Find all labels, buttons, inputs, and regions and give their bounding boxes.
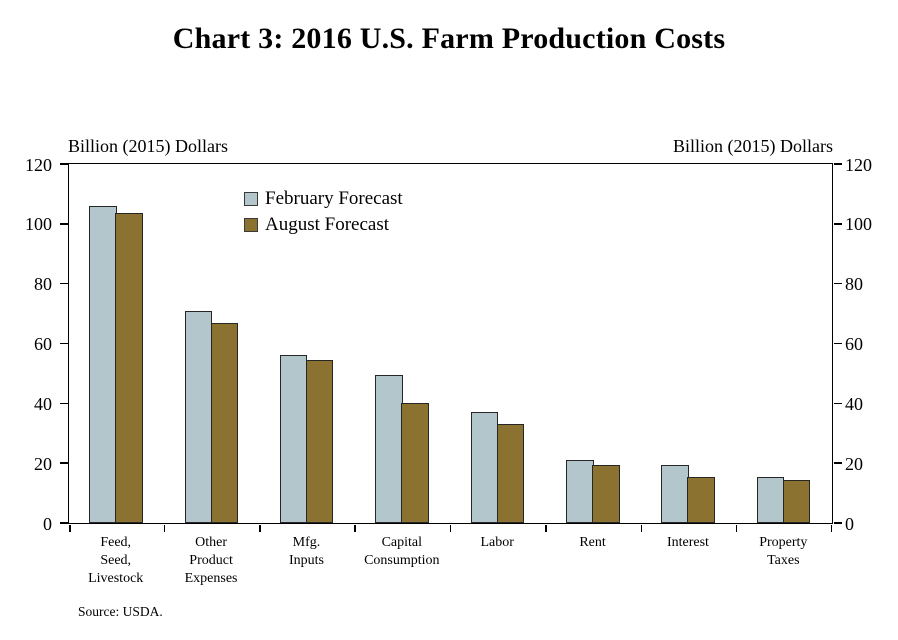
bar-august-forecast-2 (305, 359, 334, 523)
x-category-label-7: Property Taxes (759, 535, 808, 568)
bar-february-forecast-0 (89, 205, 117, 523)
x-category-label-0: Feed, Seed, Livestock (88, 535, 144, 586)
y-tick-right-40 (833, 402, 842, 405)
y-tick-label-left-80: 80 (34, 274, 52, 295)
y-tick-left-60 (59, 342, 68, 345)
y-tick-left-100 (59, 223, 68, 225)
x-tick-8 (830, 525, 832, 532)
y-tick-label-right-0: 0 (845, 513, 854, 534)
y-tick-left-20 (59, 462, 68, 464)
legend-swatch-february-forecast (244, 192, 258, 206)
x-tick-3 (354, 525, 356, 532)
y-tick-label-left-40: 40 (34, 393, 52, 414)
x-tick-7 (735, 525, 738, 532)
x-category-label-5: Rent (579, 535, 606, 550)
source-note: Source: USDA. (78, 604, 163, 619)
y-tick-label-left-120: 120 (25, 154, 52, 175)
bar-august-forecast-7 (782, 479, 811, 523)
y-tick-label-left-20: 20 (34, 453, 52, 474)
legend-item-august-forecast: August Forecast (244, 212, 403, 238)
y-tick-label-right-100: 100 (845, 214, 872, 235)
bar-february-forecast-5 (566, 460, 594, 523)
y-tick-label-left-100: 100 (25, 214, 52, 235)
bar-february-forecast-2 (279, 355, 308, 523)
legend-swatch-august-forecast (244, 218, 258, 232)
plot-area (59, 163, 842, 532)
bar-february-forecast-7 (756, 476, 785, 523)
x-tick-6 (640, 525, 642, 532)
y-axis-caption-left: Billion (2015) Dollars (68, 136, 228, 156)
x-category-label-6: Interest (666, 535, 709, 550)
bar-february-forecast-4 (470, 412, 499, 523)
y-tick-right-120 (833, 163, 842, 165)
legend-label-february-forecast: February Forecast (265, 188, 403, 209)
bar-august-forecast-6 (687, 476, 715, 523)
y-tick-right-20 (833, 462, 842, 464)
y-tick-left-0 (59, 522, 68, 524)
bar-february-forecast-3 (375, 374, 403, 523)
bar-august-forecast-3 (401, 403, 429, 523)
y-tick-right-60 (833, 342, 842, 345)
x-category-label-4: Labor (480, 535, 514, 550)
x-tick-4 (449, 525, 452, 532)
y-tick-left-80 (59, 282, 68, 285)
y-axis-caption-right: Billion (2015) Dollars (673, 136, 833, 156)
y-tick-label-right-80: 80 (845, 274, 863, 295)
x-category-label-2: Mfg. Inputs (288, 535, 324, 568)
y-tick-right-100 (833, 223, 842, 225)
y-tick-label-right-20: 20 (845, 453, 863, 474)
y-tick-label-right-40: 40 (845, 393, 863, 414)
x-tick-1 (163, 525, 166, 532)
y-tick-label-left-60: 60 (34, 334, 52, 354)
x-category-label-3: Capital Consumption (364, 535, 440, 568)
y-tick-right-80 (833, 282, 842, 285)
bar-august-forecast-5 (592, 464, 620, 523)
legend-label-august-forecast: August Forecast (265, 214, 390, 235)
y-tick-label-right-120: 120 (845, 154, 872, 175)
x-tick-0 (69, 525, 71, 532)
legend-item-february-forecast: February Forecast (244, 186, 403, 212)
y-tick-label-right-60: 60 (845, 334, 863, 354)
x-tick-2 (259, 525, 261, 532)
y-tick-right-0 (833, 522, 842, 524)
bar-february-forecast-1 (184, 310, 213, 523)
bar-august-forecast-4 (496, 424, 525, 523)
x-category-label-1: Other Product Expenses (184, 535, 238, 586)
y-tick-left-120 (59, 163, 68, 165)
legend: February Forecast August Forecast (244, 186, 403, 238)
bar-august-forecast-0 (115, 213, 143, 523)
bar-august-forecast-1 (210, 322, 239, 523)
chart-title: Chart 3: 2016 U.S. Farm Production Costs (172, 22, 726, 55)
y-tick-left-40 (59, 402, 68, 405)
x-tick-5 (545, 525, 547, 532)
bar-february-forecast-6 (661, 464, 689, 523)
y-tick-label-left-0: 0 (43, 513, 52, 534)
